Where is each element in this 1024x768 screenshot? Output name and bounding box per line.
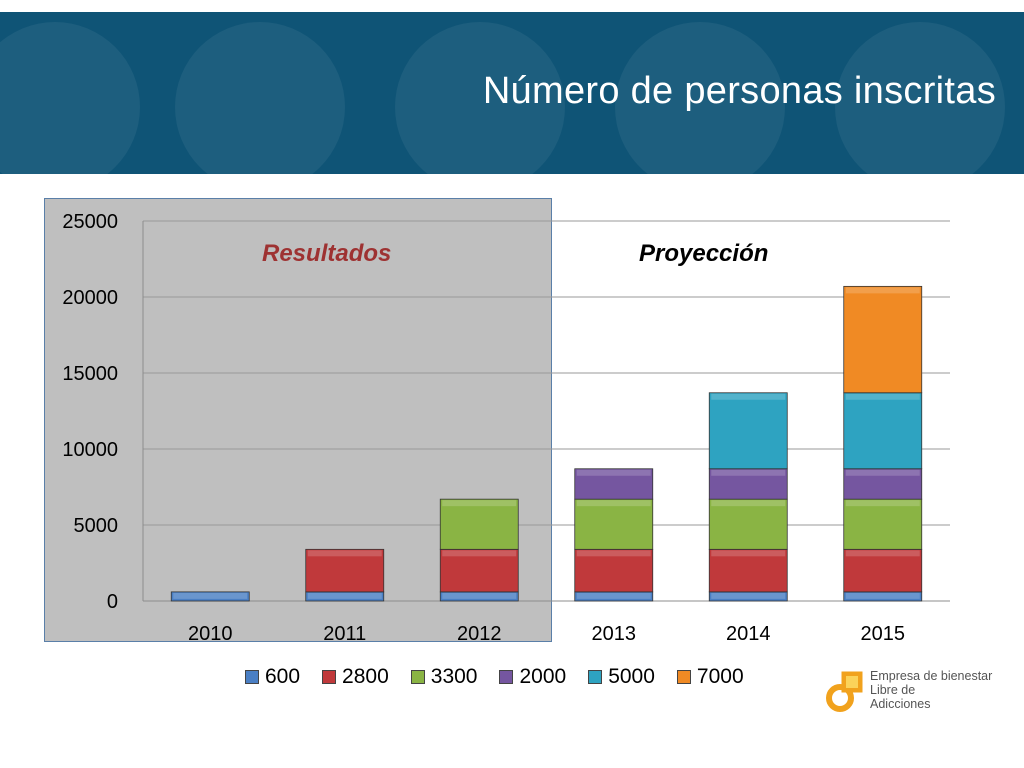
legend-item: 2800	[322, 665, 389, 689]
bar-highlight	[173, 592, 248, 599]
banner-decoration	[615, 22, 785, 174]
legend-item: 7000	[676, 665, 744, 689]
bar-highlight	[845, 469, 920, 476]
bar-highlight	[576, 592, 651, 599]
banner-decoration	[175, 22, 345, 174]
bar-segment	[170, 591, 250, 602]
y-tick-label: 5000	[74, 515, 119, 537]
bar-segment	[305, 548, 385, 593]
legend-label: 5000	[608, 665, 655, 688]
legend-item: 2000	[499, 665, 566, 689]
bar-highlight	[442, 592, 517, 599]
bar-highlight	[845, 287, 920, 294]
bar-highlight	[845, 550, 920, 557]
bar-highlight	[845, 393, 920, 400]
x-tick-label: 2014	[726, 623, 771, 645]
bar-highlight	[576, 550, 651, 557]
title-banner: Número de personas inscritas	[0, 12, 1024, 174]
legend-label: 600	[265, 665, 301, 688]
y-tick-label: 25000	[62, 211, 118, 233]
bar-segment	[708, 392, 788, 470]
y-tick-label: 20000	[62, 287, 118, 309]
bar-highlight	[442, 550, 517, 557]
banner-decoration	[395, 22, 565, 174]
bar-highlight	[845, 592, 920, 599]
x-tick-label: 2010	[188, 623, 233, 645]
company-logo: Empresa de bienestar Libre de Adicciones	[824, 668, 1014, 716]
bar-segment	[843, 468, 923, 500]
x-axis-ticks: 2010 2011 2012 2013 2014 2015	[188, 623, 905, 645]
gridlines	[142, 220, 950, 602]
bar-highlight	[307, 550, 382, 557]
bar-segment	[843, 498, 923, 550]
x-tick-label: 2011	[323, 623, 366, 645]
bar-segment	[439, 498, 519, 550]
projection-label: Proyección	[639, 240, 769, 267]
bar-segment	[708, 548, 788, 593]
legend-swatch	[588, 670, 603, 684]
legend-label: 2800	[342, 665, 389, 688]
logo-mark-icon	[826, 671, 863, 712]
bar-segment	[708, 468, 788, 500]
bar-highlight	[442, 500, 517, 507]
legend-label: 3300	[430, 665, 478, 688]
x-tick-label: 2015	[861, 623, 906, 645]
logo-line: Adicciones	[870, 697, 931, 711]
chart-legend: 600 2800 3300 2000 5000 7000	[245, 664, 744, 690]
bar-highlight	[307, 592, 382, 599]
bar-highlight	[711, 469, 786, 476]
logo-text: Empresa de bienestar Libre de Adicciones	[870, 669, 992, 711]
banner-decoration	[835, 22, 1005, 174]
bar-highlight	[711, 500, 786, 507]
slide-title: Número de personas inscritas	[482, 70, 996, 112]
bar-highlight	[711, 592, 786, 599]
bar-segment	[843, 548, 923, 593]
y-axis-ticks: 0 5000 10000 15000 20000 25000	[62, 211, 118, 613]
legend-swatch	[410, 670, 425, 684]
legend-item: 5000	[588, 665, 655, 689]
bar-highlight	[845, 500, 920, 507]
legend-swatch	[322, 670, 337, 684]
y-tick-label: 15000	[62, 363, 118, 385]
bar-highlight	[576, 469, 651, 476]
y-tick-label: 0	[107, 591, 118, 613]
x-tick-label: 2012	[457, 623, 502, 645]
legend-swatch	[676, 670, 691, 684]
legend-label: 2000	[519, 665, 567, 688]
legend-item: 600	[245, 665, 300, 689]
results-label: Resultados	[262, 240, 392, 267]
bar-segment	[843, 392, 923, 470]
bar-segment	[843, 285, 923, 394]
bar-segment	[574, 548, 654, 593]
bar-segment	[574, 468, 654, 500]
bar-segment	[708, 498, 788, 550]
x-tick-label: 2013	[592, 623, 637, 645]
bar-stacks	[170, 285, 923, 602]
bar-highlight	[711, 393, 786, 400]
logo-line: Libre de	[870, 683, 916, 697]
legend-label: 7000	[696, 665, 744, 688]
bar-highlight	[576, 500, 651, 507]
y-tick-label: 10000	[62, 439, 118, 461]
legend-swatch	[245, 670, 259, 684]
legend-item: 3300	[410, 665, 478, 689]
legend-swatch	[499, 670, 514, 684]
bar-highlight	[711, 550, 786, 557]
logo-line: Empresa de bienestar	[870, 669, 993, 683]
bar-segment	[439, 548, 519, 593]
bar-segment	[574, 498, 654, 550]
